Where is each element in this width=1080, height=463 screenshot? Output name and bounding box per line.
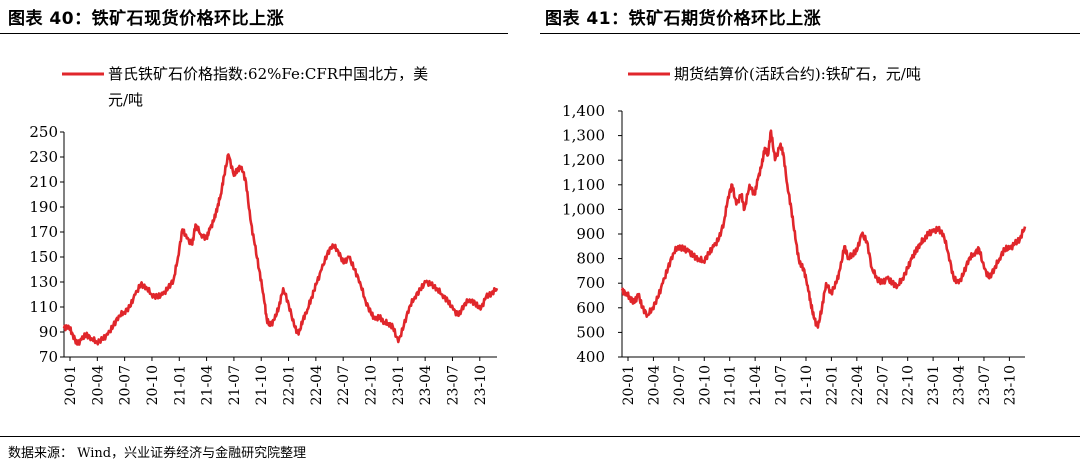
y-tick-label: 170 xyxy=(29,223,58,241)
x-tick-label: 22-04 xyxy=(309,365,325,405)
chart-title-left: 图表 40：铁矿石现货价格环比上涨 xyxy=(8,9,285,29)
y-tick-label: 70 xyxy=(39,348,58,366)
y-tick-label: 800 xyxy=(576,250,605,268)
y-tick-label: 210 xyxy=(29,173,58,191)
x-tick-label: 21-04 xyxy=(748,365,764,405)
y-tick-label: 110 xyxy=(29,298,58,316)
x-tick-label: 22-07 xyxy=(875,365,891,405)
x-tick-label: 21-04 xyxy=(200,365,216,405)
x-tick-label: 20-07 xyxy=(672,365,688,405)
series-line xyxy=(62,153,499,346)
x-tick-label: 22-04 xyxy=(850,365,866,405)
x-tick-label: 23-01 xyxy=(926,365,942,405)
x-tick-label: 21-10 xyxy=(254,365,270,405)
x-tick-label: 21-01 xyxy=(723,365,739,405)
x-tick-label: 22-01 xyxy=(282,365,298,405)
y-tick-label: 230 xyxy=(29,148,58,166)
legend-label: 期货结算价(活跃合约):铁矿石，元/吨 xyxy=(674,65,921,83)
y-tick-label: 1,300 xyxy=(562,127,605,145)
legend-label: 普氏铁矿石价格指数:62%Fe:CFR中国北方，美 xyxy=(108,65,428,83)
x-tick-label: 22-10 xyxy=(901,365,917,405)
y-tick-label: 190 xyxy=(29,198,58,216)
footer-rule xyxy=(0,436,1080,437)
x-tick-label: 23-04 xyxy=(418,365,434,405)
x-tick-label: 21-10 xyxy=(799,365,815,405)
x-tick-label: 22-10 xyxy=(364,365,380,405)
series-line xyxy=(620,129,1027,329)
x-tick-label: 21-07 xyxy=(227,365,243,405)
x-tick-label: 22-01 xyxy=(824,365,840,405)
y-tick-label: 1,100 xyxy=(562,176,605,194)
x-tick-label: 23-01 xyxy=(391,365,407,405)
x-tick-label: 23-04 xyxy=(952,365,968,405)
x-tick-label: 20-07 xyxy=(118,365,134,405)
x-tick-label: 20-01 xyxy=(621,365,637,405)
x-tick-label: 20-10 xyxy=(697,365,713,405)
y-tick-label: 1,000 xyxy=(562,200,605,218)
x-tick-label: 23-07 xyxy=(977,365,993,405)
x-tick-label: 23-10 xyxy=(1002,365,1018,405)
title-rule-left xyxy=(0,33,508,34)
y-tick-label: 1,200 xyxy=(562,151,605,169)
x-tick-label: 22-07 xyxy=(336,365,352,405)
y-tick-label: 130 xyxy=(29,273,58,291)
legend-label-cont: 元/吨 xyxy=(108,91,143,109)
x-tick-label: 23-10 xyxy=(473,365,489,405)
x-tick-label: 20-04 xyxy=(646,365,662,405)
y-tick-label: 700 xyxy=(576,274,605,292)
x-tick-label: 21-07 xyxy=(774,365,790,405)
title-rule-right xyxy=(540,33,1080,34)
y-tick-label: 500 xyxy=(576,323,605,341)
x-tick-label: 20-10 xyxy=(145,365,161,405)
y-tick-label: 90 xyxy=(39,323,58,341)
y-tick-label: 900 xyxy=(576,225,605,243)
y-tick-label: 400 xyxy=(576,348,605,366)
chart-title-right: 图表 41：铁矿石期货价格环比上涨 xyxy=(545,9,822,29)
y-tick-label: 600 xyxy=(576,299,605,317)
x-tick-label: 21-01 xyxy=(172,365,188,405)
y-tick-label: 1,400 xyxy=(562,102,605,120)
x-tick-label: 20-04 xyxy=(90,365,106,405)
source-note: 数据来源： Wind，兴业证券经济与金融研究院整理 xyxy=(8,446,307,461)
x-tick-label: 23-07 xyxy=(445,365,461,405)
y-tick-label: 250 xyxy=(29,123,58,141)
x-tick-label: 20-01 xyxy=(63,365,79,405)
y-tick-label: 150 xyxy=(29,248,58,266)
